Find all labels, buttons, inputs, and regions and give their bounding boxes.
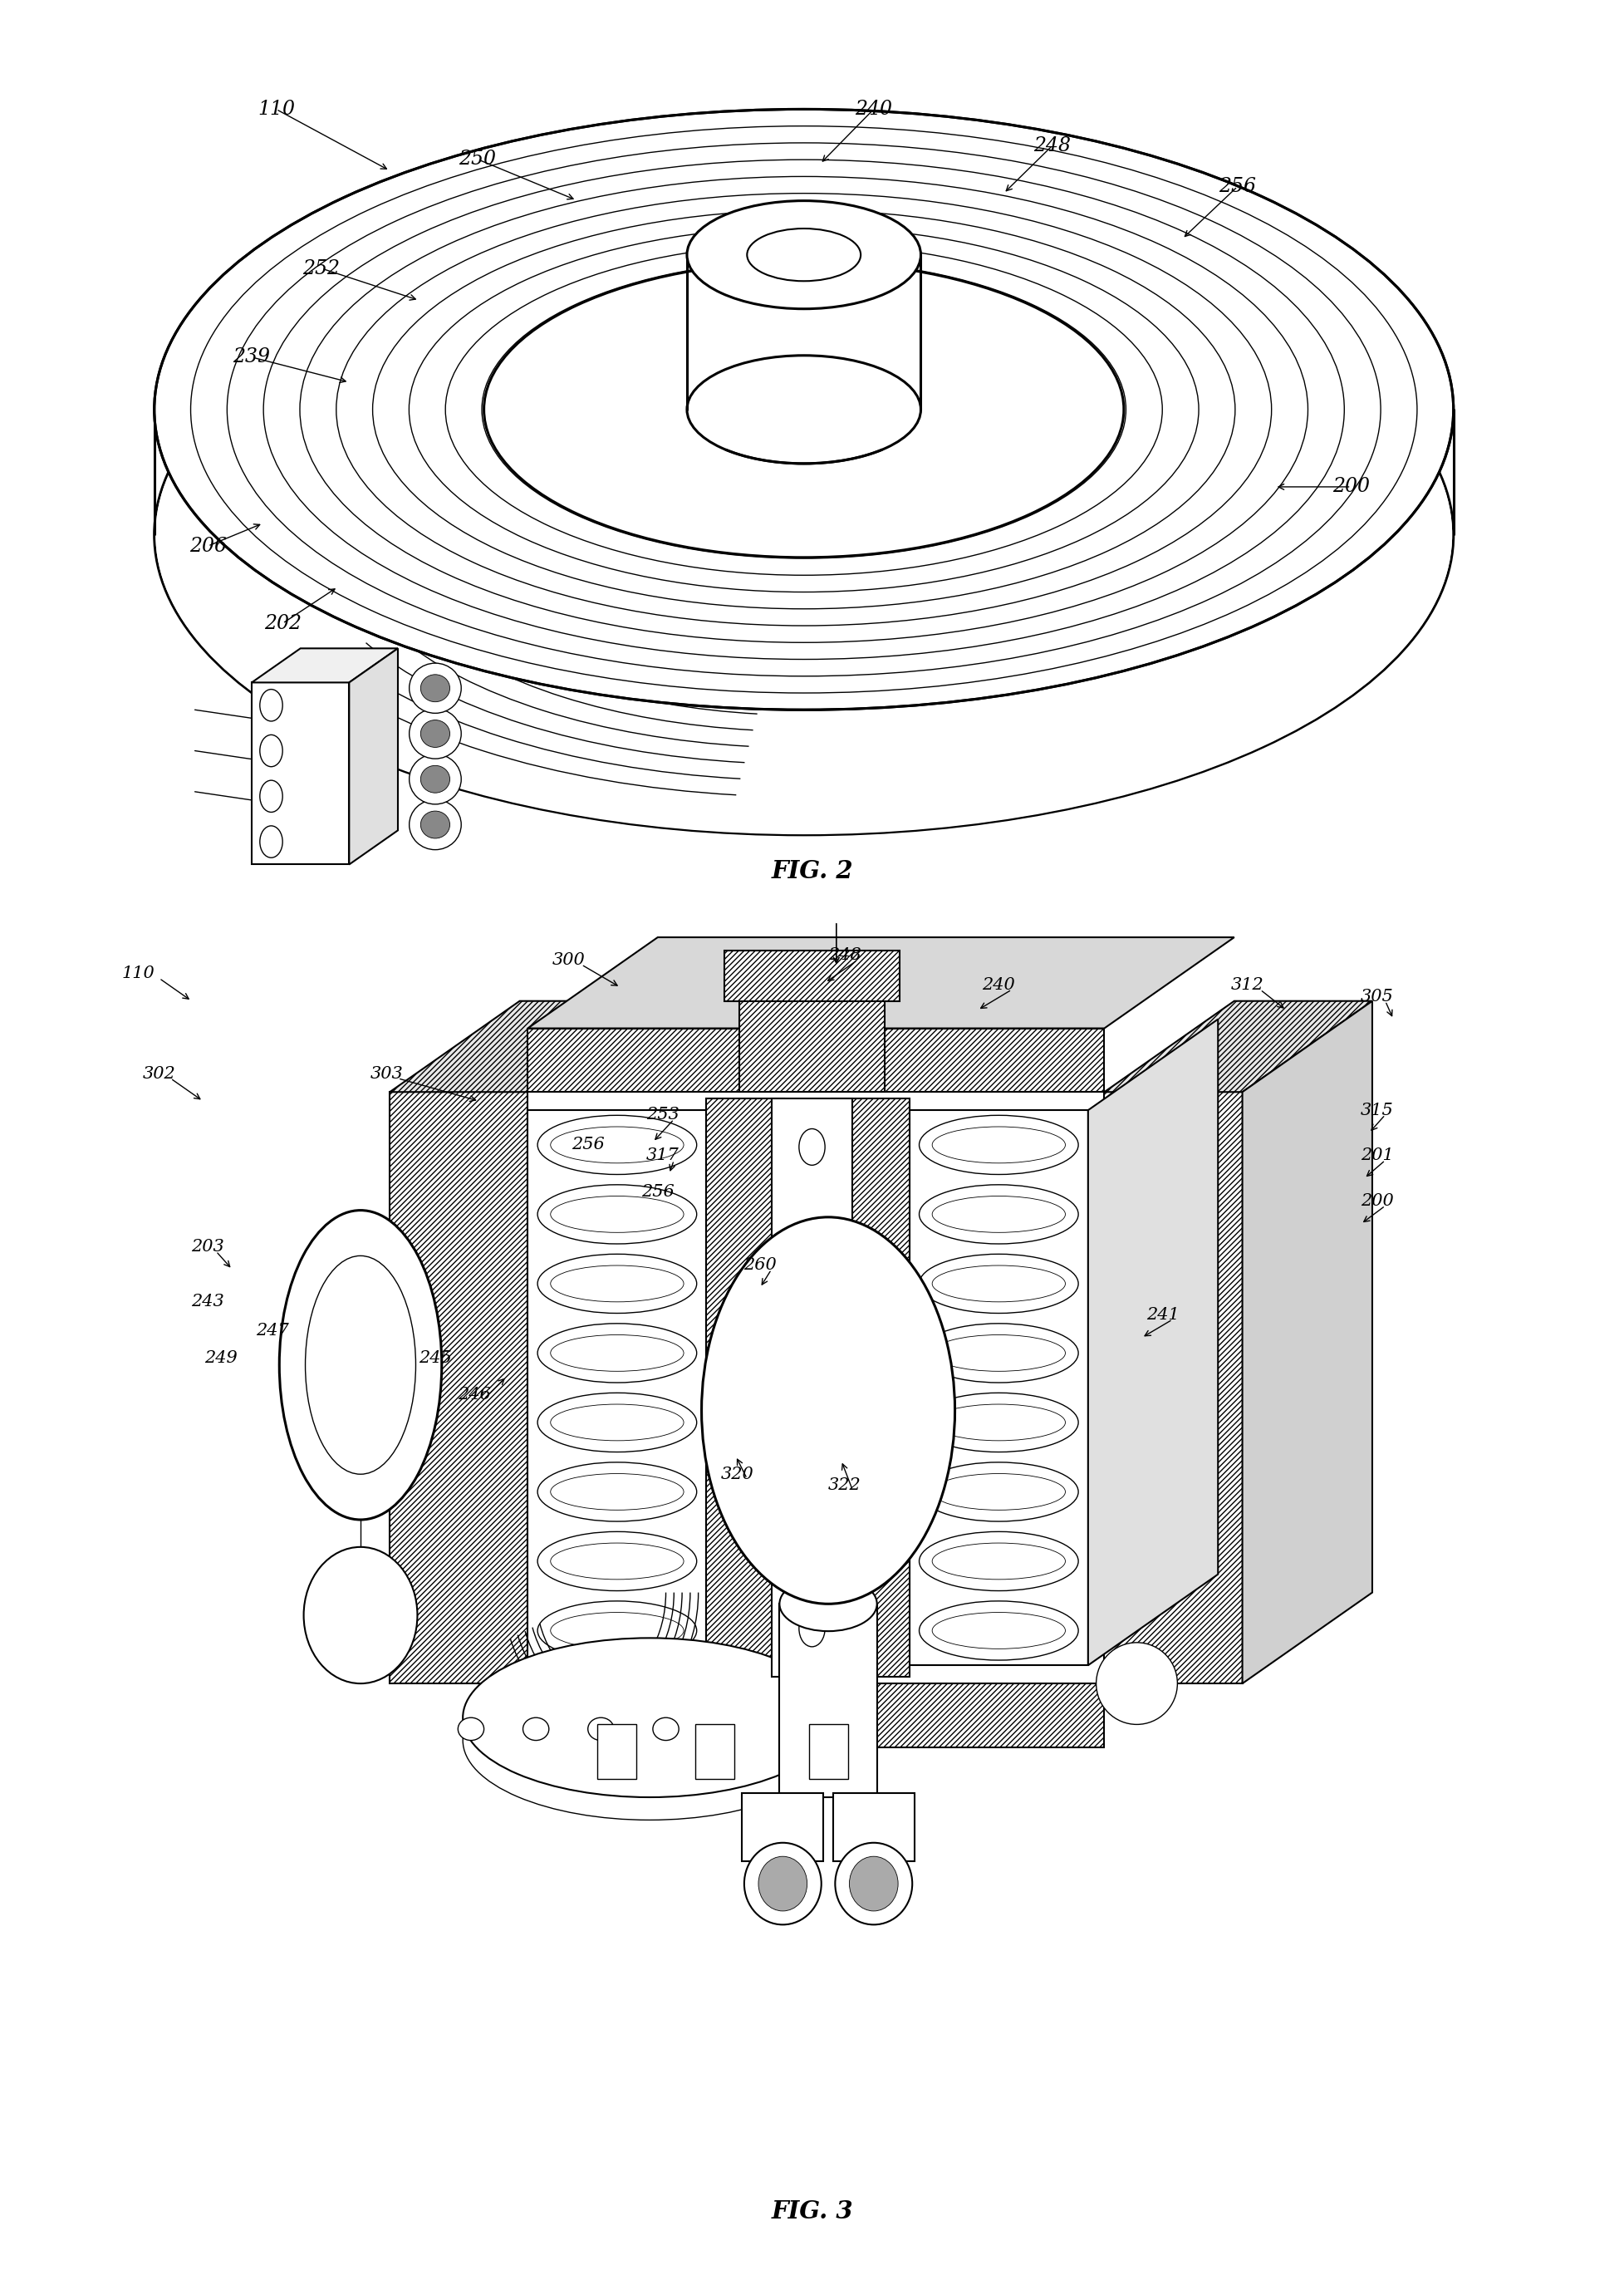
- Text: 256: 256: [641, 1185, 674, 1199]
- Ellipse shape: [758, 1856, 807, 1911]
- Bar: [1104, 1092, 1242, 1684]
- Bar: [742, 1793, 823, 1861]
- Ellipse shape: [409, 801, 461, 851]
- Bar: [809, 1724, 848, 1779]
- Bar: [252, 682, 349, 864]
- Text: 320: 320: [721, 1467, 754, 1481]
- Polygon shape: [390, 1001, 658, 1092]
- Bar: [833, 1793, 914, 1861]
- Ellipse shape: [156, 234, 1452, 835]
- Text: 245: 245: [419, 1351, 451, 1365]
- Ellipse shape: [849, 1856, 898, 1911]
- Text: 110: 110: [257, 100, 296, 118]
- Polygon shape: [528, 937, 1234, 1028]
- Bar: [695, 1724, 734, 1779]
- Bar: [739, 978, 885, 1092]
- Ellipse shape: [154, 234, 1453, 835]
- Ellipse shape: [421, 810, 450, 839]
- Ellipse shape: [653, 1718, 679, 1740]
- Text: 248: 248: [828, 949, 861, 962]
- Text: 110: 110: [122, 967, 154, 981]
- Ellipse shape: [799, 1417, 825, 1454]
- Text: 200: 200: [1332, 478, 1371, 496]
- Polygon shape: [1104, 1001, 1372, 1092]
- Text: 248: 248: [1033, 136, 1072, 155]
- Ellipse shape: [799, 1515, 825, 1552]
- Ellipse shape: [687, 355, 921, 464]
- Ellipse shape: [279, 1210, 442, 1520]
- Text: 315: 315: [1361, 1103, 1393, 1117]
- Bar: [724, 951, 900, 1001]
- Text: 246: 246: [458, 1388, 490, 1401]
- Text: 241: 241: [1147, 1308, 1179, 1322]
- Ellipse shape: [835, 1843, 913, 1925]
- Ellipse shape: [409, 664, 461, 714]
- Text: 247: 247: [257, 1324, 289, 1338]
- Ellipse shape: [687, 200, 921, 309]
- Polygon shape: [252, 648, 398, 682]
- Polygon shape: [349, 648, 398, 864]
- Text: 256: 256: [1218, 177, 1257, 196]
- Text: 239: 239: [232, 348, 271, 366]
- Bar: [528, 1684, 1104, 1747]
- Text: 250: 250: [458, 150, 497, 168]
- Text: 201: 201: [1361, 1149, 1393, 1163]
- Ellipse shape: [799, 1128, 825, 1165]
- Text: 300: 300: [552, 953, 585, 967]
- Bar: [909, 1110, 1088, 1665]
- Bar: [771, 1099, 853, 1677]
- Text: FIG. 3: FIG. 3: [771, 2200, 853, 2223]
- Bar: [831, 1099, 909, 1677]
- Text: 317: 317: [646, 1149, 679, 1163]
- Ellipse shape: [780, 1577, 877, 1631]
- Ellipse shape: [484, 262, 1124, 557]
- Text: 202: 202: [263, 614, 302, 632]
- Text: 322: 322: [828, 1479, 861, 1492]
- Ellipse shape: [640, 334, 968, 485]
- Ellipse shape: [463, 1638, 836, 1797]
- Polygon shape: [1088, 1019, 1218, 1665]
- Ellipse shape: [799, 1322, 825, 1358]
- Text: FIG. 2: FIG. 2: [771, 860, 853, 883]
- Text: 240: 240: [854, 100, 893, 118]
- Text: 200: 200: [1361, 1194, 1393, 1208]
- Text: 252: 252: [302, 259, 341, 278]
- Ellipse shape: [458, 1718, 484, 1740]
- Bar: [598, 1724, 637, 1779]
- Text: 206: 206: [188, 537, 227, 555]
- Ellipse shape: [421, 764, 450, 794]
- Text: 203: 203: [192, 1240, 224, 1254]
- Ellipse shape: [409, 755, 461, 805]
- Text: 305: 305: [1361, 990, 1393, 1003]
- Ellipse shape: [702, 1217, 955, 1604]
- Bar: [528, 1110, 706, 1665]
- Ellipse shape: [799, 1611, 825, 1647]
- Ellipse shape: [744, 1843, 822, 1925]
- Polygon shape: [1242, 1001, 1372, 1684]
- Ellipse shape: [687, 200, 921, 309]
- Bar: [780, 1604, 877, 1797]
- Text: 249: 249: [205, 1351, 237, 1365]
- Bar: [390, 1092, 528, 1684]
- Text: 312: 312: [1231, 978, 1263, 992]
- Text: 260: 260: [744, 1258, 776, 1272]
- Text: 303: 303: [370, 1067, 403, 1081]
- Ellipse shape: [304, 1547, 417, 1684]
- Text: 240: 240: [983, 978, 1015, 992]
- Ellipse shape: [154, 109, 1453, 710]
- Ellipse shape: [588, 1718, 614, 1740]
- Ellipse shape: [799, 1224, 825, 1260]
- Text: 302: 302: [143, 1067, 175, 1081]
- Ellipse shape: [421, 676, 450, 703]
- Ellipse shape: [523, 1718, 549, 1740]
- Text: 243: 243: [192, 1294, 224, 1308]
- Ellipse shape: [421, 721, 450, 748]
- Text: 253: 253: [646, 1108, 679, 1122]
- Ellipse shape: [1096, 1643, 1177, 1724]
- Ellipse shape: [409, 710, 461, 760]
- Text: 256: 256: [572, 1138, 604, 1151]
- Bar: [528, 1028, 1104, 1092]
- Bar: [706, 1099, 784, 1677]
